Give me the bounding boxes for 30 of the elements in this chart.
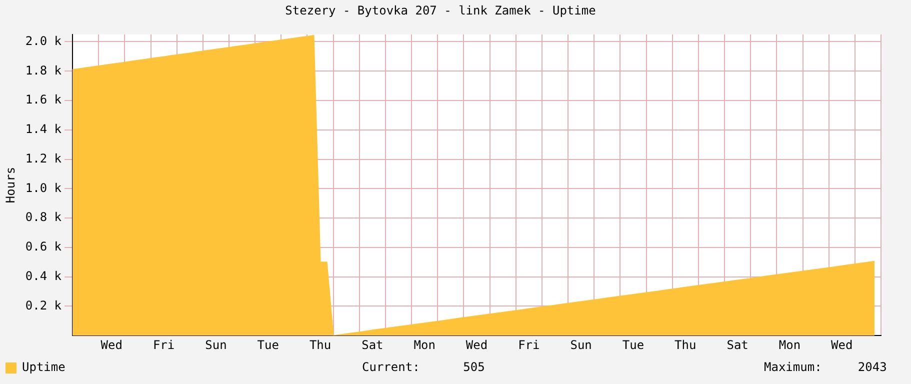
x-tick-label: Sun [205,338,227,352]
y-tick-label: 0.4 k [25,268,62,283]
y-tick-label: 0.6 k [25,240,62,254]
x-tick-label: Thu [309,338,332,352]
x-tick-label: Tue [622,338,644,352]
x-tick-label: Sun [570,338,592,352]
x-tick-label: Fri [518,338,540,352]
y-tick-label: 1.0 k [25,180,62,195]
y-tick-label: 0.8 k [25,210,62,224]
y-tick-label: 1.2 k [25,151,62,166]
y-tick-label: 2.0 k [25,34,62,48]
chart-title: Stezery - Bytovka 207 - link Zamek - Uptime [285,3,596,18]
x-tick-label: Mon [414,338,436,352]
x-tick-label: Wed [100,338,122,352]
text: Maximum: 2043 [764,360,887,374]
x-tick-label: Sat [726,338,748,352]
x-tick-label: Wed [466,338,488,352]
text: Current: 505 [362,360,485,374]
y-tick-label: 1.4 k [25,122,62,136]
x-tick-label: Thu [674,338,696,352]
y-axis-title: Hours [3,166,18,204]
y-tick-label: 1.8 k [25,63,62,78]
x-tick-label: Tue [257,338,279,352]
y-tick-label: 0.2 k [25,298,62,312]
x-tick-label: Wed [831,338,853,352]
y-tick-label: 1.6 k [25,92,62,107]
legend-label: Uptime [22,360,66,374]
x-tick-label: Mon [778,338,801,352]
x-tick-label: Sat [362,338,384,352]
x-tick-label: Fri [152,338,175,352]
